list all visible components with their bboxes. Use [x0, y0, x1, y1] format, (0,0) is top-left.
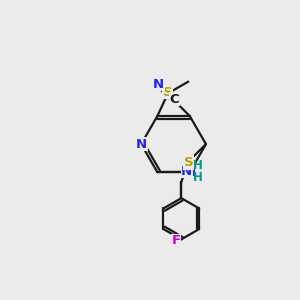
Text: C: C — [169, 93, 179, 106]
Text: H: H — [193, 159, 202, 172]
Text: S: S — [163, 86, 173, 99]
Text: S: S — [184, 156, 194, 169]
Text: N: N — [153, 78, 164, 91]
Text: F: F — [172, 234, 181, 247]
Text: N: N — [136, 138, 147, 151]
Text: N: N — [181, 165, 192, 178]
Text: N: N — [185, 166, 196, 179]
Text: H: H — [193, 171, 202, 184]
